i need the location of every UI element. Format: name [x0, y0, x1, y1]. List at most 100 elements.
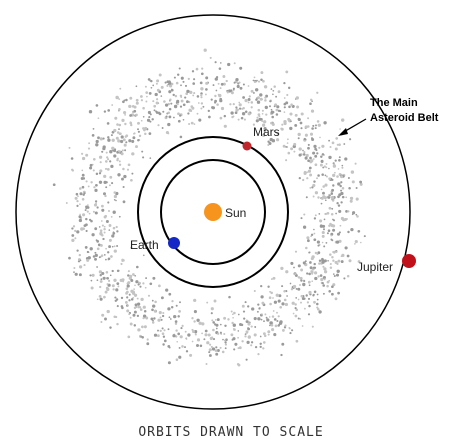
asteroid [203, 338, 205, 340]
asteroid [348, 187, 351, 190]
asteroid [222, 75, 225, 78]
asteroid [177, 112, 180, 115]
asteroid [305, 247, 308, 250]
asteroid [264, 85, 267, 88]
asteroid [322, 266, 324, 268]
asteroid [233, 103, 235, 105]
asteroid [137, 128, 139, 130]
asteroid [205, 93, 207, 95]
asteroid [172, 334, 175, 337]
asteroid [216, 103, 219, 106]
asteroid [329, 195, 331, 197]
asteroid [257, 311, 259, 313]
asteroid [292, 302, 295, 305]
asteroid [306, 294, 308, 296]
asteroid [121, 297, 123, 299]
asteroid [298, 137, 300, 139]
asteroid [264, 335, 267, 338]
asteroid [326, 285, 329, 288]
asteroid [94, 189, 97, 192]
asteroid [341, 217, 344, 220]
asteroid [301, 295, 304, 298]
asteroid [351, 170, 354, 173]
asteroid [137, 315, 139, 317]
asteroid [125, 99, 128, 102]
asteroid [138, 131, 140, 133]
asteroid [255, 88, 258, 91]
asteroid [188, 123, 190, 125]
asteroid [311, 234, 313, 236]
earth [168, 237, 180, 249]
asteroid [212, 329, 215, 332]
asteroid [233, 312, 236, 315]
asteroid [127, 305, 129, 307]
asteroid [223, 317, 226, 320]
asteroid [162, 315, 164, 317]
asteroid [335, 137, 338, 140]
asteroid [258, 115, 260, 117]
asteroid [332, 142, 335, 145]
asteroid [341, 118, 344, 121]
asteroid [289, 112, 292, 115]
asteroid [331, 239, 333, 241]
asteroid [271, 111, 274, 114]
asteroid [86, 230, 88, 232]
asteroid [144, 133, 146, 135]
asteroid [259, 93, 262, 96]
asteroid [328, 156, 331, 159]
asteroid [97, 136, 100, 139]
asteroid [136, 102, 139, 105]
asteroid [130, 179, 133, 182]
asteroid [214, 323, 216, 325]
asteroid [148, 116, 150, 118]
asteroid [254, 326, 256, 328]
asteroid [220, 117, 223, 120]
asteroid [76, 205, 78, 207]
asteroid [105, 168, 107, 170]
asteroid [149, 132, 152, 135]
asteroid [229, 103, 231, 105]
asteroid [82, 213, 85, 216]
asteroid [225, 343, 227, 345]
asteroid [89, 110, 92, 113]
asteroid [98, 117, 100, 119]
asteroid [316, 303, 319, 306]
asteroid [245, 301, 247, 303]
asteroid [243, 83, 245, 85]
asteroid [130, 279, 133, 282]
asteroid [175, 95, 177, 97]
asteroid [295, 251, 297, 253]
asteroid [53, 183, 56, 186]
asteroid [192, 82, 195, 85]
asteroid [170, 103, 172, 105]
asteroid [105, 259, 107, 261]
asteroid [107, 201, 109, 203]
asteroid [104, 232, 106, 234]
asteroid [318, 213, 320, 215]
asteroid [211, 319, 213, 321]
asteroid [131, 140, 134, 143]
asteroid [73, 267, 75, 269]
asteroid [195, 333, 197, 335]
asteroid [315, 214, 317, 216]
asteroid [95, 184, 98, 187]
asteroid [234, 82, 236, 84]
asteroid [178, 356, 181, 359]
asteroid [122, 281, 124, 283]
asteroid [169, 108, 172, 111]
asteroid [202, 106, 204, 108]
asteroid [317, 120, 320, 123]
asteroid [107, 122, 110, 125]
asteroid [328, 140, 330, 142]
asteroid [129, 97, 132, 100]
asteroid [231, 310, 233, 312]
asteroid [350, 197, 353, 200]
asteroid [262, 80, 265, 83]
asteroid [131, 173, 133, 175]
asteroid [318, 310, 321, 313]
asteroid [284, 122, 287, 125]
asteroid [104, 195, 106, 197]
asteroid [158, 112, 160, 114]
asteroid [340, 181, 342, 183]
asteroid [109, 150, 112, 153]
